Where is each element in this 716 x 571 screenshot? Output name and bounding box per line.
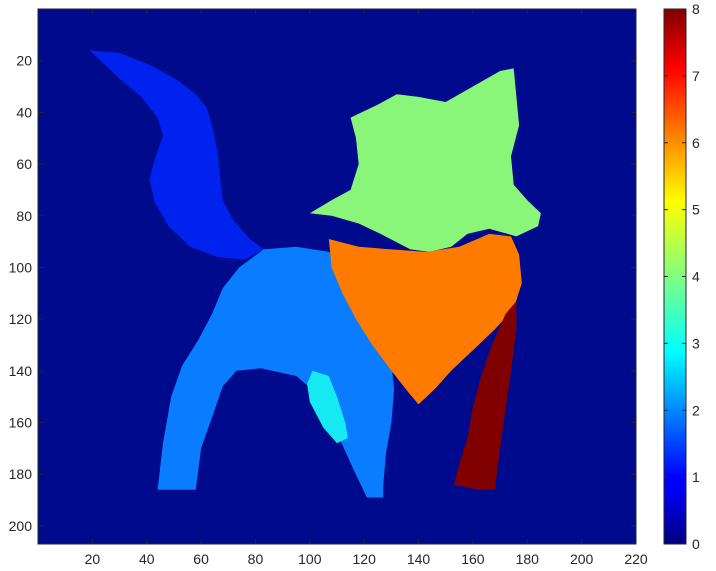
- x-tick-label: 160: [461, 551, 485, 567]
- y-tick-label: 100: [9, 259, 33, 275]
- y-tick-label: 80: [16, 208, 32, 224]
- colorbar-gradient: [664, 9, 686, 544]
- y-tick-label: 180: [9, 466, 33, 482]
- y-tick-label: 40: [16, 104, 32, 120]
- colorbar-tick-label: 1: [692, 469, 700, 485]
- x-tick-label: 60: [193, 551, 209, 567]
- y-tick-label: 160: [9, 415, 33, 431]
- x-tick-label: 180: [516, 551, 540, 567]
- x-tick-label: 120: [353, 551, 377, 567]
- x-tick-label: 140: [407, 551, 431, 567]
- colorbar-tick-label: 3: [692, 335, 700, 351]
- colorbar-tick-label: 4: [692, 269, 700, 285]
- y-tick-label: 60: [16, 156, 32, 172]
- axes-frame: [37, 8, 637, 545]
- colorbar-tick-label: 8: [692, 1, 700, 17]
- colorbar-tick-label: 6: [692, 135, 700, 151]
- colorbar: 0 1 2 3 4 5 6 7 8: [663, 1, 700, 552]
- y-axis-ticks: 20 40 60 80 100 120 140 160 180 200: [9, 53, 636, 534]
- region-tail: [89, 50, 264, 260]
- colorbar-tick-label: 7: [692, 68, 700, 84]
- region-head: [309, 68, 541, 252]
- region-right-leg: [453, 301, 517, 490]
- label-regions: [89, 50, 541, 498]
- region-body: [157, 246, 395, 498]
- y-tick-label: 200: [9, 518, 33, 534]
- y-tick-label: 120: [9, 311, 33, 327]
- colorbar-tick-label: 5: [692, 202, 700, 218]
- colorbar-tick-label: 0: [692, 536, 700, 552]
- x-tick-label: 220: [624, 551, 648, 567]
- region-scarf: [328, 233, 522, 405]
- colorbar-tick-label: 2: [692, 402, 700, 418]
- colorbar-ticks: 0 1 2 3 4 5 6 7 8: [664, 1, 700, 552]
- image-axes: 20 40 60 80 100 120 140 160 180 200 220 20 40 60 80 10…: [9, 8, 648, 567]
- region-leg-highlight: [307, 370, 348, 444]
- x-tick-label: 20: [85, 551, 101, 567]
- y-tick-label: 140: [9, 363, 33, 379]
- x-axis-ticks: 20 40 60 80 100 120 140 160 180 200 220: [85, 9, 648, 567]
- y-tick-label: 20: [16, 53, 32, 69]
- x-tick-label: 40: [139, 551, 155, 567]
- x-tick-label: 100: [298, 551, 322, 567]
- x-tick-label: 80: [248, 551, 264, 567]
- x-tick-label: 200: [570, 551, 594, 567]
